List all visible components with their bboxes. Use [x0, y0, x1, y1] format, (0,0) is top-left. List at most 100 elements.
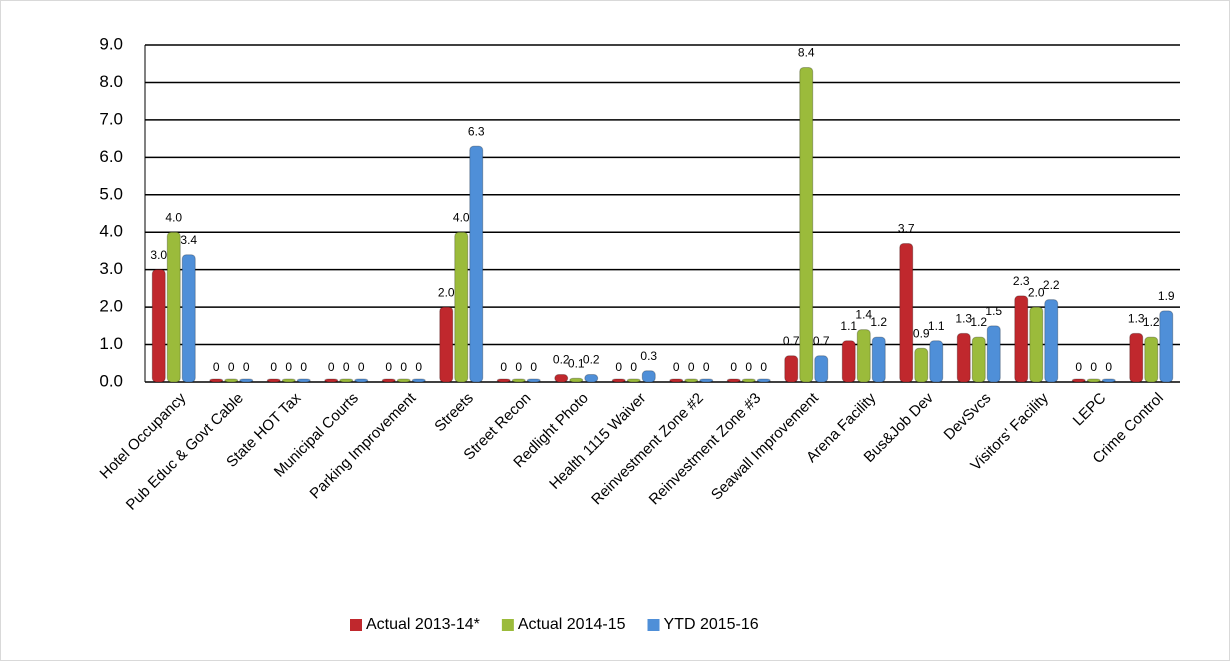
bar	[626, 378, 641, 383]
bar	[339, 378, 354, 383]
value-label: 1.9	[1158, 289, 1175, 303]
bar	[439, 306, 454, 383]
bar	[871, 336, 886, 383]
value-label: 0	[385, 360, 392, 374]
y-tick-label: 0.0	[99, 371, 123, 390]
value-label: 1.4	[855, 308, 872, 322]
bar	[381, 378, 396, 383]
value-label: 4.0	[453, 210, 470, 224]
value-label: 2.0	[438, 285, 455, 299]
value-label: 0	[400, 360, 407, 374]
legend-label: Actual 2013-14*	[366, 616, 480, 633]
value-label: 0	[615, 360, 622, 374]
y-tick-label: 5.0	[99, 184, 123, 203]
legend-label: YTD 2015-16	[664, 616, 759, 633]
y-tick-label: 7.0	[99, 109, 123, 128]
value-label: 0.3	[640, 349, 657, 363]
value-label: 1.3	[955, 311, 972, 325]
value-label: 1.3	[1128, 311, 1145, 325]
bar	[1159, 310, 1174, 383]
value-label: 1.1	[928, 319, 945, 333]
y-tick-label: 9.0	[99, 34, 123, 53]
bar	[1101, 378, 1116, 383]
bar	[239, 378, 254, 383]
y-tick-label: 3.0	[99, 259, 123, 278]
bar	[641, 370, 656, 383]
value-label: 3.4	[180, 233, 197, 247]
bar	[899, 242, 914, 383]
bar	[324, 378, 339, 383]
value-label: 0	[285, 360, 292, 374]
bar	[956, 332, 971, 383]
value-label: 0	[243, 360, 250, 374]
y-tick-label: 4.0	[99, 222, 123, 241]
bar	[1029, 306, 1044, 383]
bar	[1144, 336, 1159, 383]
bar	[784, 355, 799, 383]
bar	[669, 378, 684, 383]
bar	[914, 347, 929, 383]
bar	[584, 374, 599, 383]
value-label: 6.3	[468, 124, 485, 138]
bar	[181, 254, 196, 383]
bar	[1071, 378, 1086, 383]
value-label: 0.9	[913, 326, 930, 340]
value-label: 4.0	[165, 210, 182, 224]
value-label: 0	[213, 360, 220, 374]
value-label: 0	[688, 360, 695, 374]
bar	[814, 355, 829, 383]
bar	[354, 378, 369, 383]
value-label: 0	[760, 360, 767, 374]
bar	[209, 378, 224, 383]
bar	[569, 377, 584, 383]
value-label: 0.2	[553, 353, 570, 367]
value-label: 0	[745, 360, 752, 374]
value-label: 0	[673, 360, 680, 374]
bar	[799, 66, 814, 383]
value-label: 0	[358, 360, 365, 374]
bar	[684, 378, 699, 383]
value-label: 0.2	[583, 353, 600, 367]
value-label: 2.0	[1028, 285, 1045, 299]
value-label: 0.1	[568, 356, 585, 370]
value-label: 2.3	[1013, 274, 1030, 288]
bar	[151, 269, 166, 383]
value-label: 1.1	[840, 319, 857, 333]
bar	[929, 340, 944, 383]
bar	[554, 374, 569, 383]
value-label: 0	[270, 360, 277, 374]
value-label: 1.2	[1143, 315, 1160, 329]
y-tick-label: 8.0	[99, 72, 123, 91]
value-label: 0	[228, 360, 235, 374]
legend-swatch	[350, 619, 362, 631]
bar	[281, 378, 296, 383]
bar	[741, 378, 756, 383]
value-label: 0	[1075, 360, 1082, 374]
value-label: 0.7	[783, 334, 800, 348]
value-label: 1.2	[870, 315, 887, 329]
bar	[756, 378, 771, 383]
bar	[266, 378, 281, 383]
bar	[726, 378, 741, 383]
y-tick-label: 2.0	[99, 297, 123, 316]
bar	[611, 378, 626, 383]
value-label: 0	[1105, 360, 1112, 374]
value-label: 0	[328, 360, 335, 374]
value-label: 0	[730, 360, 737, 374]
y-tick-label: 6.0	[99, 147, 123, 166]
bar	[469, 145, 484, 383]
y-tick-label: 1.0	[99, 334, 123, 353]
value-label: 0	[630, 360, 637, 374]
bar	[856, 329, 871, 383]
value-label: 0	[703, 360, 710, 374]
bar	[166, 231, 181, 383]
bar	[971, 336, 986, 383]
value-label: 0	[530, 360, 537, 374]
legend-label: Actual 2014-15	[518, 616, 626, 633]
bar	[841, 340, 856, 383]
bar	[396, 378, 411, 383]
bar	[1129, 332, 1144, 383]
bar	[411, 378, 426, 383]
value-label: 0	[415, 360, 422, 374]
